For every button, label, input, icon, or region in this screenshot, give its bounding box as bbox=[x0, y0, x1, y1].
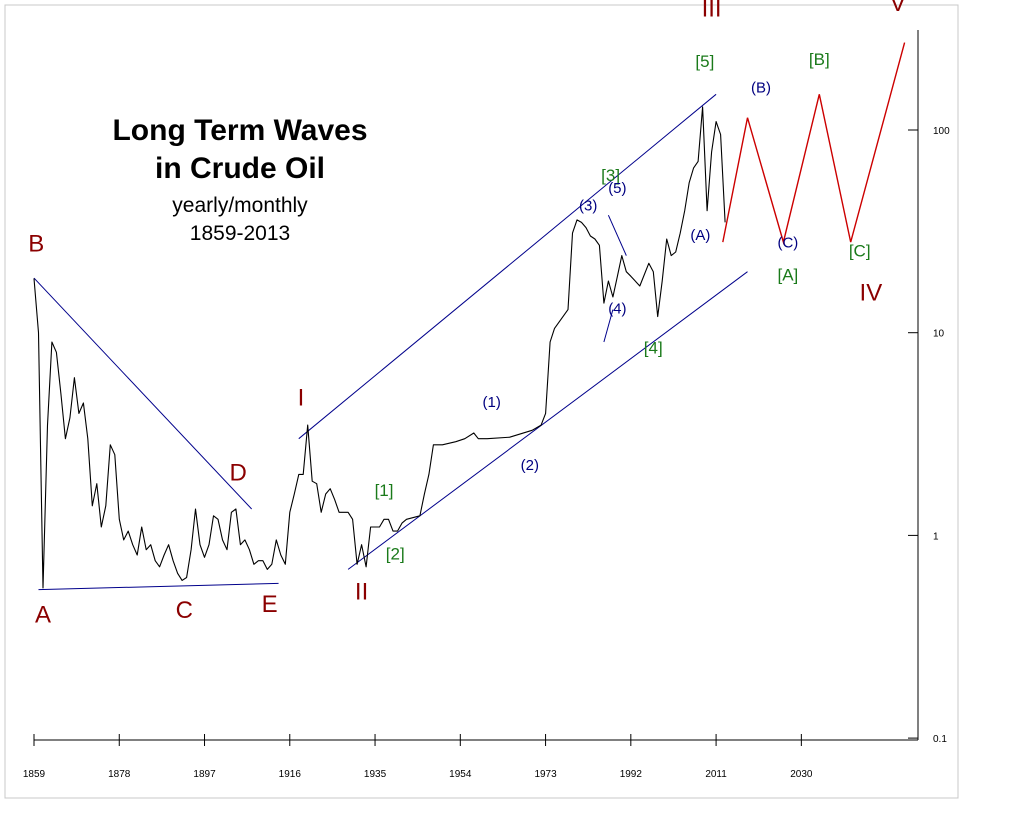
chart-subtitle: yearly/monthly bbox=[172, 194, 308, 217]
channel-line bbox=[33, 277, 253, 510]
channel-line bbox=[603, 309, 614, 343]
x-tick-label: 1954 bbox=[449, 769, 472, 780]
wave-label: C bbox=[176, 597, 193, 624]
x-tick-label: 1897 bbox=[193, 769, 216, 780]
x-tick-label: 1992 bbox=[620, 769, 643, 780]
wave-label: [5] bbox=[695, 52, 714, 71]
projection-line bbox=[722, 42, 906, 245]
y-ticks: 0.1 1 10 100 bbox=[908, 126, 950, 745]
wave-label: B bbox=[28, 231, 44, 258]
x-tick-label: 1859 bbox=[23, 769, 46, 780]
wave-label: [2] bbox=[386, 545, 405, 564]
wave-labels: BA CDEIIIIIIIVV[1][2][3][4][5][A][B][C](1… bbox=[28, 0, 906, 628]
wave-label: E bbox=[262, 591, 278, 618]
wave-label: [C] bbox=[849, 242, 871, 261]
chart-frame bbox=[4, 4, 959, 799]
channel-lines bbox=[33, 93, 748, 591]
x-tick-label: 1973 bbox=[534, 769, 557, 780]
y-tick-label: 1 bbox=[933, 531, 939, 542]
axes: 1859 1878 1897 1916 1935 1954 1973 1992 2011 2030… bbox=[23, 30, 950, 780]
wave-label: (2) bbox=[521, 457, 539, 474]
channel-line bbox=[607, 214, 627, 256]
price-line bbox=[33, 106, 726, 589]
channel-line bbox=[298, 93, 717, 440]
wave-label: V bbox=[890, 0, 906, 17]
wave-label: D bbox=[230, 460, 247, 487]
wave-label: (1) bbox=[483, 394, 501, 411]
wave-label: (C) bbox=[777, 235, 798, 252]
wave-label: (B) bbox=[751, 80, 771, 97]
chart-title-line2: in Crude Oil bbox=[155, 152, 325, 185]
x-tick-label: 1916 bbox=[279, 769, 302, 780]
x-tick-label: 2030 bbox=[790, 769, 813, 780]
channel-line bbox=[347, 271, 748, 570]
wave-label: [3] bbox=[601, 166, 620, 185]
channel-line bbox=[38, 582, 279, 591]
chart-title-block: Long Term Waves in Crude Oil yearly/mont… bbox=[112, 114, 367, 245]
y-tick-label: 100 bbox=[933, 126, 950, 137]
x-tick-label: 1878 bbox=[108, 769, 131, 780]
x-tick-label: 1935 bbox=[364, 769, 387, 780]
wave-label: I bbox=[298, 385, 305, 412]
chart-title: Long Term Waves bbox=[112, 114, 367, 147]
wave-label: [4] bbox=[644, 339, 663, 358]
wave-label: (3) bbox=[579, 197, 597, 214]
wave-label: II bbox=[355, 578, 368, 605]
wave-label: (4) bbox=[608, 301, 626, 318]
x-tick-label: 2011 bbox=[705, 769, 727, 780]
x-ticks: 1859 1878 1897 1916 1935 1954 1973 1992 2011 2030 bbox=[23, 734, 813, 780]
wave-label: [A] bbox=[777, 266, 798, 285]
wave-label: (5) bbox=[608, 180, 626, 197]
wave-label: A bbox=[35, 601, 51, 628]
chart-subtitle-line2: 1859-2013 bbox=[190, 222, 290, 245]
projection-series bbox=[722, 42, 906, 245]
wave-label: [1] bbox=[375, 481, 394, 500]
wave-label: (A) bbox=[690, 227, 710, 244]
y-tick-label: 10 bbox=[933, 329, 945, 340]
price-series bbox=[33, 106, 726, 589]
wave-label: IV bbox=[860, 279, 883, 306]
wave-label: [B] bbox=[809, 50, 830, 69]
wave-label: III bbox=[702, 0, 722, 23]
y-tick-label: 0.1 bbox=[933, 734, 947, 745]
